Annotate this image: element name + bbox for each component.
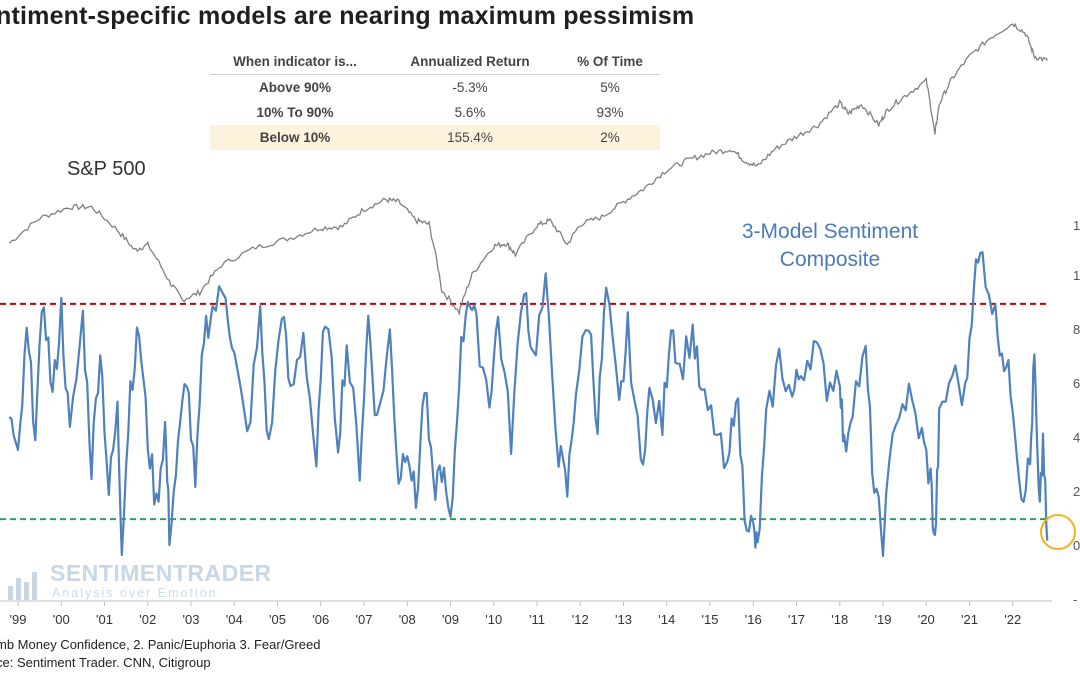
y-tick-label: 2 (1073, 484, 1080, 499)
x-tick-label: '17 (788, 612, 805, 627)
stats-return: -5.3% (452, 80, 488, 95)
sentimentrader-logo-icon (8, 572, 37, 600)
stats-row-highlighted: Below 10% 155.4% 2% (210, 125, 660, 150)
watermark-title: SENTIMENTRADER (50, 560, 272, 586)
x-tick-label: '00 (53, 612, 70, 627)
x-tick-label: '99 (10, 612, 27, 627)
y-tick-label: 1 (1073, 218, 1080, 233)
x-tick-label: '07 (356, 612, 373, 627)
watermark-subtitle: Analysis over Emotion (52, 586, 218, 600)
y-tick-label: 6 (1073, 376, 1080, 391)
y-tick-label: 4 (1073, 430, 1080, 445)
x-tick-label: '15 (702, 612, 719, 627)
x-tick-label: '01 (96, 612, 113, 627)
x-tick-label: '13 (615, 612, 632, 627)
stats-header: When indicator is... (210, 48, 380, 75)
x-tick-label: '21 (961, 612, 978, 627)
stats-return: 5.6% (454, 105, 486, 120)
x-tick-label: '12 (572, 612, 589, 627)
x-tick-label: '08 (399, 612, 416, 627)
stats-table: When indicator is... Annualized Return %… (210, 48, 660, 150)
stats-time: 2% (560, 125, 660, 150)
stats-time: 93% (596, 105, 624, 120)
stats-row: 10% To 90% 5.6% 93% (210, 100, 660, 125)
stats-row: Above 90% -5.3% 5% (210, 75, 660, 101)
x-tick-label: '05 (269, 612, 286, 627)
threshold-lines (0, 302, 1048, 521)
x-tick-label: '14 (658, 612, 675, 627)
x-tick-label: '16 (745, 612, 762, 627)
x-tick-label: '06 (312, 612, 329, 627)
composite-line (8, 251, 1049, 558)
y-tick-label: 1 (1073, 268, 1080, 283)
x-tick-label: '20 (918, 612, 935, 627)
x-tick-label: '04 (226, 612, 243, 627)
stats-time: 5% (600, 80, 620, 95)
y-tick-label: 8 (1073, 322, 1080, 337)
y-tick-label: - (1073, 592, 1077, 607)
footnote-source: ce: Sentiment Trader. CNN, Citigroup (0, 655, 211, 670)
stats-row-label: 10% To 90% (256, 105, 334, 120)
x-tick-label: '19 (875, 612, 892, 627)
x-axis-ticks: '99 '00 '01 '02 '03 '04 '05 '06 '07 '08 '09 '10 '11 '… (10, 601, 1021, 627)
stats-header: Annualized Return (380, 48, 560, 75)
chart-title: ntiment-specific models are nearing maxi… (0, 2, 695, 30)
y-axis-ticks: 1 1 8 6 4 2 0 - (1073, 218, 1080, 607)
stats-header: % Of Time (560, 48, 660, 75)
x-tick-label: '03 (183, 612, 200, 627)
sp500-label: S&P 500 (67, 158, 146, 180)
stats-header-row: When indicator is... Annualized Return %… (210, 48, 660, 75)
x-tick-label: '18 (831, 612, 848, 627)
footnote-models: mb Money Confidence, 2. Panic/Euphoria 3… (0, 637, 321, 652)
x-tick-label: '02 (139, 612, 156, 627)
stats-row-label: Below 10% (210, 125, 380, 150)
y-tick-label: 0 (1073, 538, 1080, 553)
stats-return: 155.4% (380, 125, 560, 150)
x-tick-label: '09 (442, 612, 459, 627)
x-tick-label: '10 (485, 612, 502, 627)
composite-label: 3-Model Sentiment Composite (741, 220, 919, 271)
current-reading-circle (1040, 514, 1076, 550)
sp500-line (8, 22, 1048, 317)
stats-row-label: Above 90% (258, 80, 332, 95)
x-tick-label: '22 (1004, 612, 1021, 627)
x-tick-label: '11 (529, 612, 545, 627)
